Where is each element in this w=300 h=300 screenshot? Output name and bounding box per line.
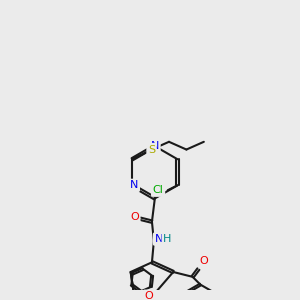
Text: N: N <box>130 180 138 190</box>
Text: O: O <box>130 212 139 222</box>
Text: O: O <box>200 256 208 266</box>
Text: O: O <box>145 291 153 300</box>
Text: Cl: Cl <box>153 185 164 195</box>
Text: N: N <box>154 234 163 244</box>
Text: H: H <box>163 234 172 244</box>
Text: S: S <box>148 145 155 154</box>
Text: N: N <box>151 141 159 151</box>
